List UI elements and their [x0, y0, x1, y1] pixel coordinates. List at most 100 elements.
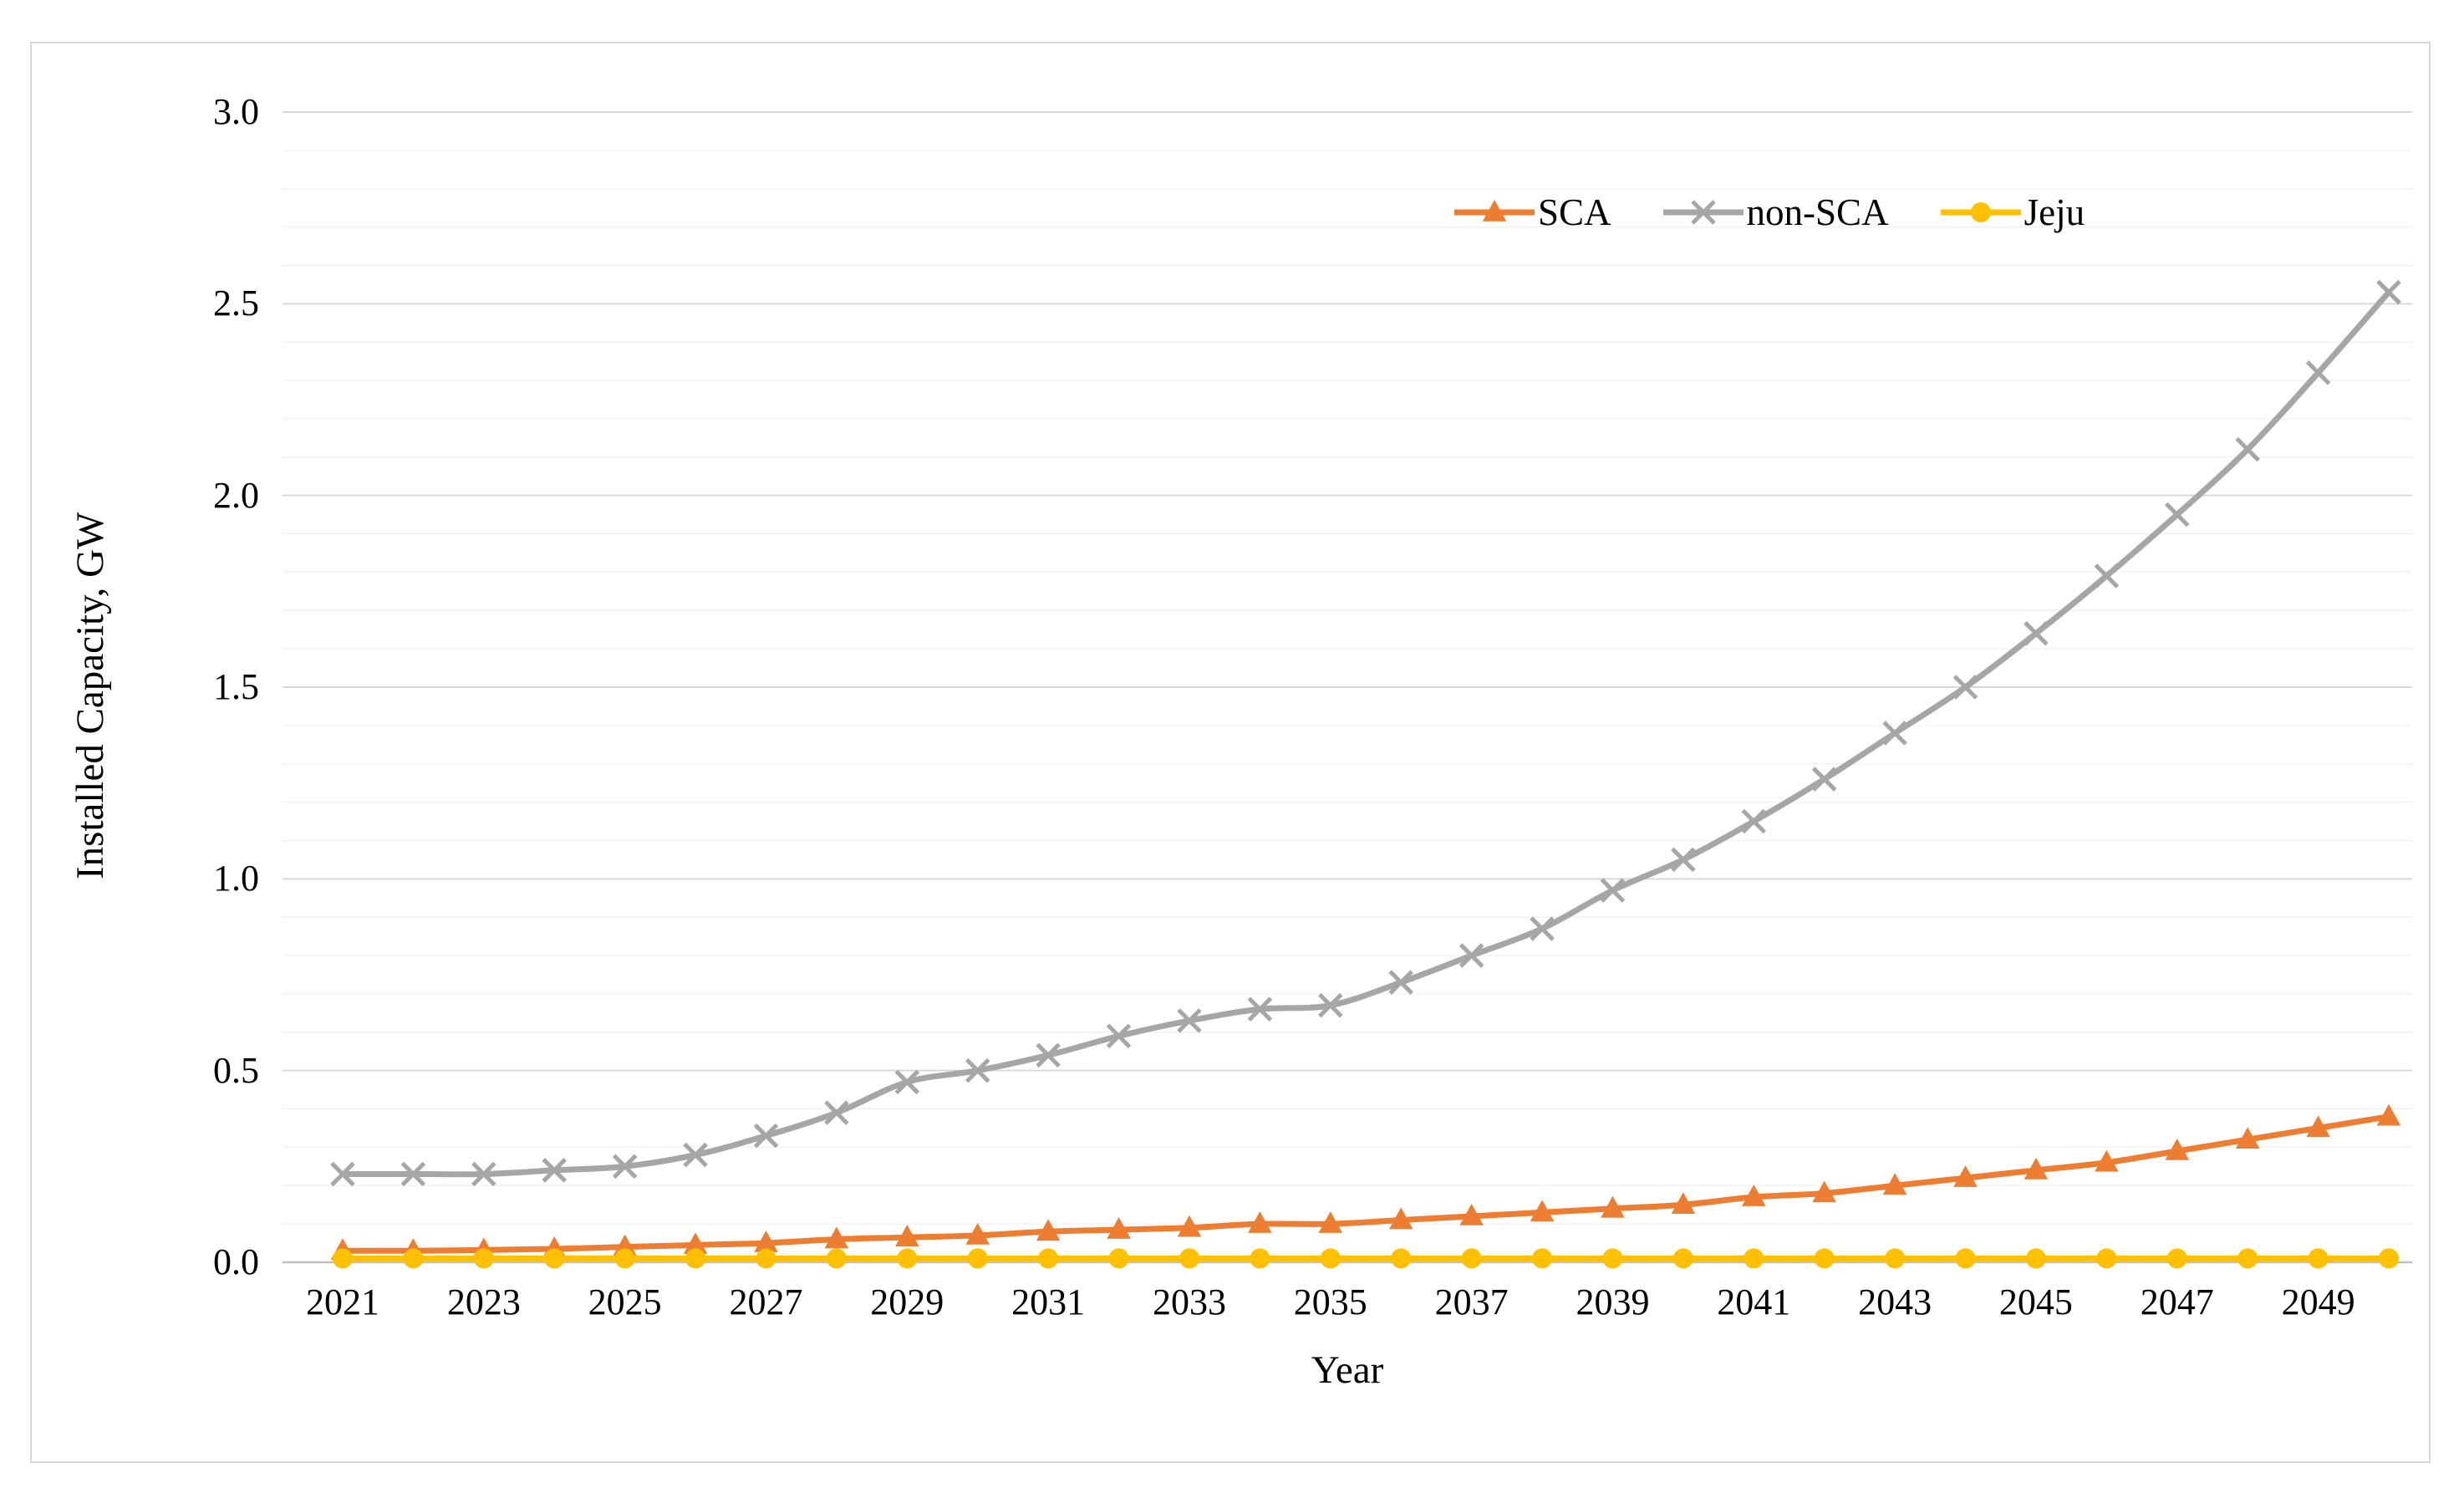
x-tick-label: 2041 — [1717, 1281, 1791, 1322]
y-tick-label: 3.0 — [213, 91, 259, 132]
legend-marker-sca-triangle-icon — [1454, 200, 1535, 222]
triangle-marker-icon — [1530, 1200, 1555, 1222]
x-tick-label: 2031 — [1011, 1281, 1086, 1322]
triangle-marker-icon — [1482, 200, 1507, 222]
triangle-marker-icon — [1601, 1195, 1625, 1218]
triangle-marker-icon — [824, 1226, 849, 1249]
series-line-SCA — [339, 1113, 2392, 1254]
triangle-marker-icon — [895, 1225, 919, 1246]
x-marker-icon — [1177, 1008, 1202, 1033]
triangle-marker-icon — [683, 1232, 708, 1255]
x-marker-icon — [542, 1158, 568, 1183]
plot-svg — [283, 111, 2412, 1269]
triangle-marker-icon — [2376, 1103, 2401, 1126]
circle-marker-icon — [473, 1248, 494, 1269]
triangle-marker-icon — [2095, 1149, 2119, 1172]
y-tick-label: 2.0 — [213, 474, 259, 516]
legend-label-sca: SCA — [1538, 191, 1611, 233]
series-line-non-SCA — [339, 289, 2392, 1178]
chart-frame: Installed Capacity, GW 0.0 0.5 1.0 1.5 2.0 2.… — [30, 42, 2431, 1463]
x-marker-icon — [1882, 721, 1907, 746]
x-marker-icon — [965, 1057, 990, 1083]
triangle-marker-icon — [1107, 1217, 1131, 1239]
legend-marker-jeju-circle-icon — [1940, 202, 2021, 222]
circle-marker-icon — [1391, 1248, 1412, 1269]
circle-marker-icon — [544, 1248, 565, 1269]
x-marker-icon — [1106, 1023, 1132, 1049]
circle-marker-icon — [614, 1248, 635, 1269]
x-axis-title: Year — [1311, 1348, 1384, 1392]
x-tick-label: 2043 — [1858, 1281, 1932, 1322]
x-tick-label: 2035 — [1293, 1281, 1367, 1322]
circle-marker-icon — [1885, 1248, 1906, 1269]
x-tick-label: 2037 — [1434, 1281, 1509, 1322]
x-marker-icon — [1530, 916, 1555, 941]
circle-marker-icon — [1672, 1248, 1693, 1269]
x-tick-label: 2039 — [1576, 1281, 1650, 1322]
y-tick-label: 2.5 — [213, 283, 259, 324]
legend-marker-non-sca-x-icon — [1662, 200, 1744, 225]
triangle-marker-icon — [1742, 1185, 1766, 1206]
circle-marker-icon — [1602, 1248, 1623, 1269]
x-marker-icon — [2376, 279, 2401, 305]
triangle-marker-icon — [1177, 1215, 1202, 1237]
x-marker-icon — [1600, 878, 1626, 903]
circle-marker-icon — [2166, 1248, 2187, 1269]
circle-marker-icon — [685, 1248, 706, 1269]
circle-marker-icon — [1320, 1248, 1341, 1269]
x-marker-icon — [1318, 992, 1343, 1018]
circle-marker-icon — [2379, 1248, 2399, 1269]
circle-marker-icon — [2308, 1248, 2329, 1269]
y-tick-label: 0.5 — [213, 1049, 259, 1091]
circle-marker-icon — [1179, 1248, 1199, 1269]
circle-marker-icon — [1108, 1248, 1129, 1269]
triangle-marker-icon — [1036, 1219, 1061, 1241]
x-marker-icon — [753, 1123, 779, 1149]
x-marker-icon — [1459, 943, 1484, 968]
x-marker-icon — [824, 1100, 849, 1125]
x-marker-icon — [1036, 1042, 1061, 1068]
x-marker-icon — [2305, 360, 2331, 385]
x-marker-icon — [400, 1161, 426, 1187]
triangle-marker-icon — [965, 1222, 990, 1245]
legend-item-non-sca: non-SCA — [1662, 192, 1889, 232]
circle-marker-icon — [2237, 1248, 2258, 1269]
y-tick-label: 1.5 — [213, 666, 259, 707]
legend-label-non-sca: non-SCA — [1746, 191, 1889, 233]
circle-marker-icon — [2096, 1248, 2117, 1269]
legend-label-jeju: Jeju — [2024, 191, 2085, 233]
triangle-marker-icon — [1882, 1173, 1907, 1195]
y-tick-label: 1.0 — [213, 858, 259, 899]
x-tick-label: 2029 — [870, 1281, 944, 1322]
triangle-marker-icon — [1671, 1192, 1696, 1214]
x-marker-icon — [1388, 970, 1413, 995]
x-marker-icon — [1952, 675, 1978, 700]
triangle-marker-icon — [2024, 1157, 2049, 1180]
x-tick-label: 2021 — [306, 1281, 379, 1322]
x-marker-icon — [2024, 621, 2049, 646]
x-marker-icon — [612, 1154, 638, 1180]
triangle-marker-icon — [1318, 1211, 1343, 1233]
x-marker-icon — [2164, 502, 2190, 527]
legend: SCA non-SCA Jeju — [1453, 192, 2085, 232]
triangle-marker-icon — [1248, 1211, 1272, 1233]
circle-marker-icon — [826, 1248, 847, 1269]
triangle-marker-icon — [1953, 1165, 1978, 1187]
circle-marker-icon — [1038, 1248, 1059, 1269]
legend-item-jeju: Jeju — [1939, 192, 2085, 232]
x-tick-label: 2045 — [1998, 1281, 2073, 1322]
x-marker-icon — [894, 1069, 920, 1095]
x-marker-icon — [2235, 436, 2260, 462]
circle-marker-icon — [1250, 1248, 1270, 1269]
x-marker-icon — [1811, 767, 1837, 792]
circle-marker-icon — [1744, 1248, 1764, 1269]
triangle-marker-icon — [1812, 1180, 1836, 1203]
triangle-marker-icon — [1388, 1207, 1413, 1230]
x-tick-label: 2023 — [446, 1281, 521, 1322]
x-marker-icon — [1247, 996, 1273, 1022]
x-tick-label: 2049 — [2281, 1281, 2355, 1322]
y-tick-label: 0.0 — [213, 1241, 259, 1282]
triangle-marker-icon — [2306, 1115, 2330, 1138]
circle-marker-icon — [1970, 202, 1991, 222]
circle-marker-icon — [1814, 1248, 1835, 1269]
